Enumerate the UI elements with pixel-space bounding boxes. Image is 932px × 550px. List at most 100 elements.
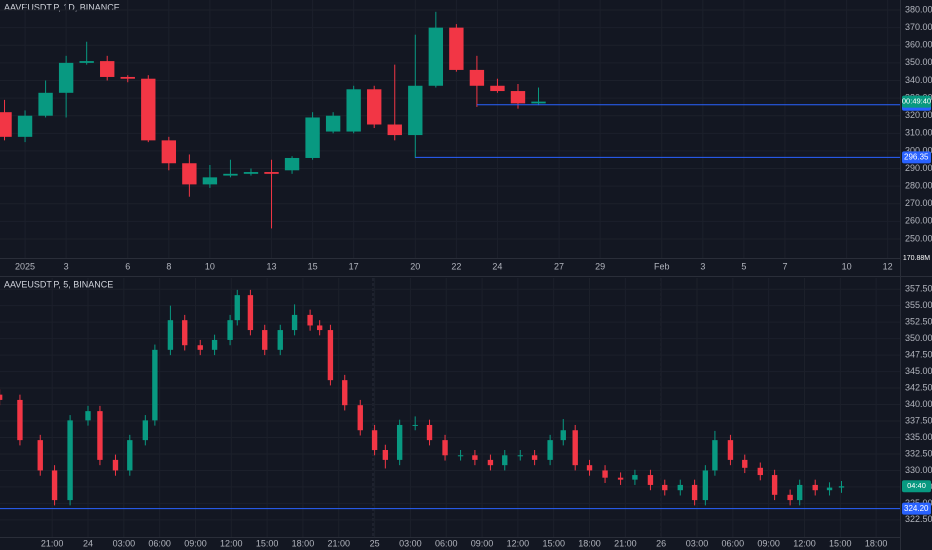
candle-body — [472, 455, 478, 460]
candle-body — [85, 411, 91, 421]
y-tick-label: 337.50 — [905, 415, 932, 425]
candle-body — [305, 117, 320, 158]
candle-body — [742, 459, 748, 468]
candle-body — [560, 430, 566, 441]
countdown-label: 04:40 — [907, 481, 926, 490]
candle-body — [426, 424, 433, 441]
candle-body — [291, 314, 298, 331]
candle-body — [691, 484, 698, 501]
candle-body — [325, 115, 341, 132]
candle-body — [112, 459, 119, 471]
y-tick-label: 345.00 — [905, 366, 932, 376]
x-tick-label: 18:00 — [292, 538, 315, 548]
candle-body — [677, 484, 683, 491]
candle-body — [161, 140, 177, 164]
y-tick-label: 355.00 — [905, 300, 932, 310]
x-tick-label: 21:00 — [614, 538, 637, 548]
x-tick-label: 7 — [782, 261, 787, 271]
y-tick-label: 360.00 — [905, 40, 932, 50]
x-tick-label: 09:00 — [184, 538, 207, 548]
y-tick-label: 270.00 — [905, 198, 932, 208]
candle-body — [490, 85, 505, 92]
candle-body — [371, 430, 378, 451]
candle-body — [408, 85, 423, 136]
y-tick-label: 322.50 — [905, 514, 932, 524]
candle-body — [396, 424, 403, 460]
candle-body — [0, 112, 12, 137]
candle-body — [838, 486, 845, 488]
chart-title: AAVEUSDT.P, 1D, BINANCE — [4, 2, 120, 12]
volume-badge — [902, 254, 931, 263]
x-tick-label: 18:00 — [578, 538, 601, 548]
x-tick-label: 12 — [883, 261, 893, 271]
x-tick-label: 12:00 — [220, 538, 243, 548]
y-tick-label: 300.00 — [905, 145, 932, 155]
x-tick-label: 15:00 — [542, 538, 565, 548]
x-tick-label: 03:00 — [113, 538, 136, 548]
candle-body — [428, 27, 444, 86]
y-tick-label: 350.00 — [905, 333, 932, 343]
x-tick-label: 17 — [349, 261, 359, 271]
candle-body — [517, 455, 523, 457]
y-tick-label: 290.00 — [905, 163, 932, 173]
candle-body — [387, 124, 402, 136]
candle-body — [442, 440, 448, 456]
x-tick-label: 15 — [308, 261, 318, 271]
x-tick-label: 15:00 — [256, 538, 279, 548]
x-tick-label: 20 — [410, 261, 420, 271]
candle-body — [58, 62, 74, 93]
candle-body — [469, 69, 485, 86]
x-tick-label: 27 — [554, 261, 564, 271]
x-tick-label: 21:00 — [41, 538, 64, 548]
candle-body — [502, 455, 508, 466]
candle-body — [531, 455, 538, 460]
x-tick-label: 09:00 — [471, 538, 494, 548]
candle-body — [234, 295, 240, 321]
candle-body — [586, 465, 593, 471]
x-tick-label: 8 — [166, 261, 171, 271]
x-tick-label: 3 — [700, 261, 705, 271]
candle-body — [67, 420, 73, 501]
candle-body — [37, 440, 43, 471]
x-tick-label: 10 — [842, 261, 852, 271]
y-tick-label: 352.50 — [905, 317, 932, 327]
x-tick-label: 13 — [267, 261, 277, 271]
candle-body — [243, 172, 259, 174]
candles — [0, 11, 546, 229]
x-tick-label: 06:00 — [722, 538, 745, 548]
y-tick-label: 340.00 — [905, 75, 932, 85]
candle-body — [382, 450, 389, 460]
candle-body — [152, 349, 158, 421]
y-tick-label: 342.50 — [905, 382, 932, 392]
candle-body — [182, 163, 197, 185]
candle-body — [120, 76, 135, 79]
x-tick-label: 12:00 — [793, 538, 816, 548]
x-tick-label: 3 — [64, 261, 69, 271]
y-tick-label: 320.00 — [905, 110, 932, 120]
x-tick-label: 06:00 — [435, 538, 458, 548]
y-tick-label: 310.00 — [905, 128, 932, 138]
candle-body — [797, 484, 803, 501]
x-tick-label: 22 — [451, 261, 461, 271]
candle-body — [346, 89, 361, 132]
candle-body — [142, 420, 149, 441]
y-tick-label: 350.00 — [905, 57, 932, 67]
candle-body — [449, 27, 464, 70]
y-tick-label: 380.00 — [905, 4, 932, 14]
candle-body — [757, 467, 763, 476]
candle-body — [457, 455, 464, 457]
candle-body — [531, 101, 546, 104]
x-tick-label: 2025 — [15, 261, 35, 271]
countdown-badge — [902, 480, 931, 493]
x-tick-label: 21:00 — [328, 538, 351, 548]
candle-body — [342, 380, 348, 406]
candle-body — [127, 440, 133, 471]
candle-body — [167, 320, 174, 350]
candles — [0, 289, 845, 506]
candle-body — [357, 405, 363, 431]
candle-body — [327, 330, 334, 381]
y-tick-label: 357.50 — [905, 284, 932, 294]
